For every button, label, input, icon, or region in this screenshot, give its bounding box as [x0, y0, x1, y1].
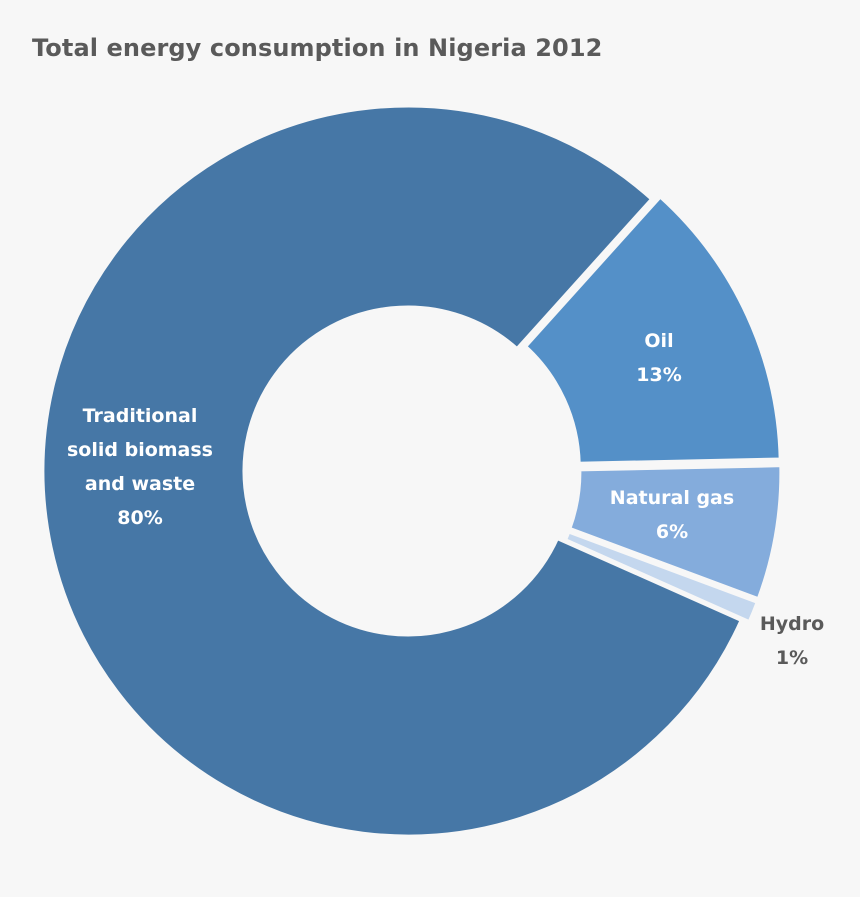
slice-name-label: Hydro — [760, 613, 824, 635]
slice-name-label: Traditional — [83, 405, 198, 427]
label-natural-gas: Natural gas 6% — [610, 487, 734, 543]
slice-value-label: 80% — [117, 507, 162, 529]
slice-value-label: 1% — [776, 647, 808, 669]
slice-traditional-solid-biomass-and-waste — [39, 102, 746, 840]
slice-name-label: Natural gas — [610, 487, 734, 509]
slice-name-label: and waste — [85, 473, 195, 495]
labels-group: Traditional solid biomass and waste 80% Oil 1… — [67, 330, 824, 669]
slice-oil — [520, 192, 784, 467]
chart-title: Total energy consumption in Nigeria 2012 — [32, 34, 603, 62]
slice-value-label: 13% — [636, 364, 681, 386]
slices-group — [39, 102, 785, 840]
slice-name-label: solid biomass — [67, 439, 213, 461]
label-hydro: Hydro 1% — [760, 613, 824, 669]
label-oil: Oil 13% — [636, 330, 681, 386]
slice-value-label: 6% — [656, 521, 688, 543]
slice-name-label: Oil — [644, 330, 673, 352]
label-traditional-solid-biomass-and-waste: Traditional solid biomass and waste 80% — [67, 405, 213, 529]
